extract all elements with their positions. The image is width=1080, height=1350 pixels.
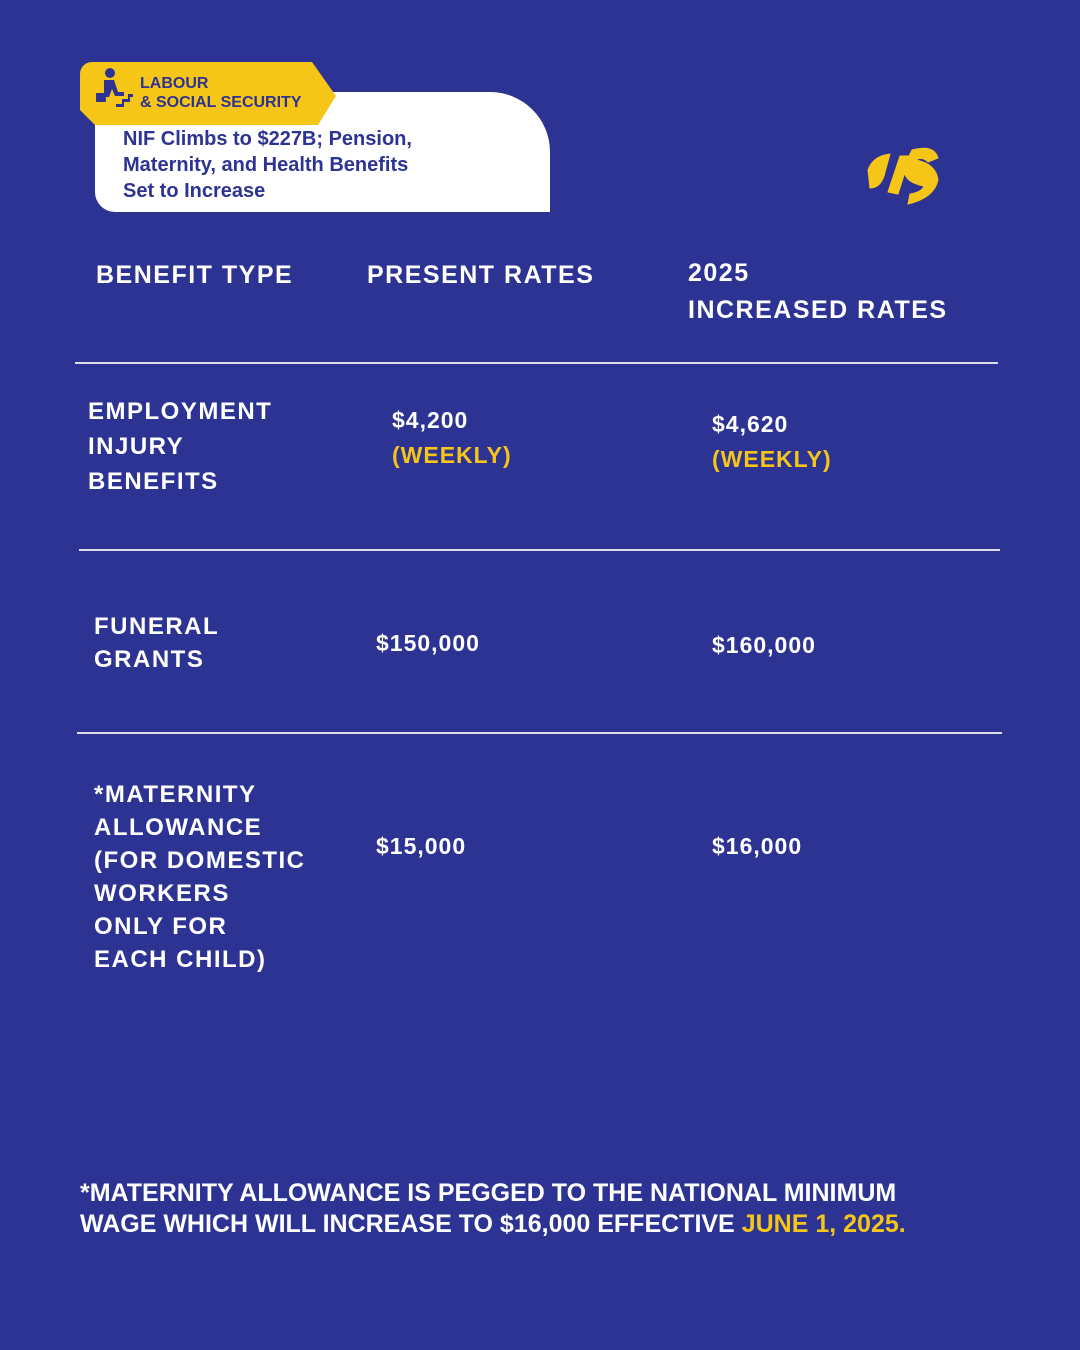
benefit-type: FUNERAL	[94, 613, 220, 640]
footnote-text: WAGE WHICH WILL INCREASE TO $16,000 EFFE…	[80, 1210, 735, 1238]
row-divider	[77, 732, 1002, 734]
column-header: INCREASED RATES	[688, 296, 948, 324]
headline: NIF Climbs to $227B; Pension,	[123, 128, 412, 150]
category-tag	[80, 62, 336, 125]
category: & SOCIAL SECURITY	[140, 94, 302, 111]
benefit-type: INJURY	[88, 433, 185, 460]
category: LABOUR	[140, 75, 209, 92]
footnote: WAGE WHICH WILL INCREASE TO $16,000 EFFE…	[80, 1212, 906, 1237]
header-graphics	[80, 62, 939, 212]
benefit-type: EMPLOYMENT	[88, 398, 273, 425]
logo	[867, 147, 939, 205]
footnote: *MATERNITY ALLOWANCE IS PEGGED TO THE NA…	[80, 1179, 897, 1207]
tag-icon	[96, 68, 133, 107]
benefit-type: WORKERS	[94, 880, 230, 907]
footnote-date: JUNE 1, 2025.	[741, 1210, 906, 1238]
rate-amount: $4,200	[392, 407, 469, 433]
column-header: PRESENT RATES	[367, 261, 595, 289]
benefit-type: ONLY FOR	[94, 913, 228, 940]
rate-amount: $15,000	[376, 833, 467, 859]
row-divider	[75, 362, 998, 364]
headline: Set to Increase	[123, 180, 266, 202]
rate-amount: $160,000	[712, 632, 816, 658]
rate-period: (WEEKLY)	[392, 442, 512, 468]
column-header: BENEFIT TYPE	[96, 261, 294, 289]
benefit-type: EACH CHILD)	[94, 946, 267, 973]
benefit-type: ALLOWANCE	[94, 814, 263, 841]
rate-amount: $16,000	[712, 833, 803, 859]
rate-period: (WEEKLY)	[712, 446, 832, 472]
benefit-type: BENEFITS	[88, 468, 219, 495]
benefit-type: *MATERNITY	[94, 781, 257, 808]
rate-amount: $4,620	[712, 411, 789, 437]
column-header: 2025	[688, 259, 750, 287]
row-divider	[79, 549, 1000, 551]
benefit-type: GRANTS	[94, 646, 205, 673]
rate-amount: $150,000	[376, 630, 480, 656]
headline: Maternity, and Health Benefits	[123, 154, 409, 176]
benefit-type: (FOR DOMESTIC	[94, 847, 306, 874]
